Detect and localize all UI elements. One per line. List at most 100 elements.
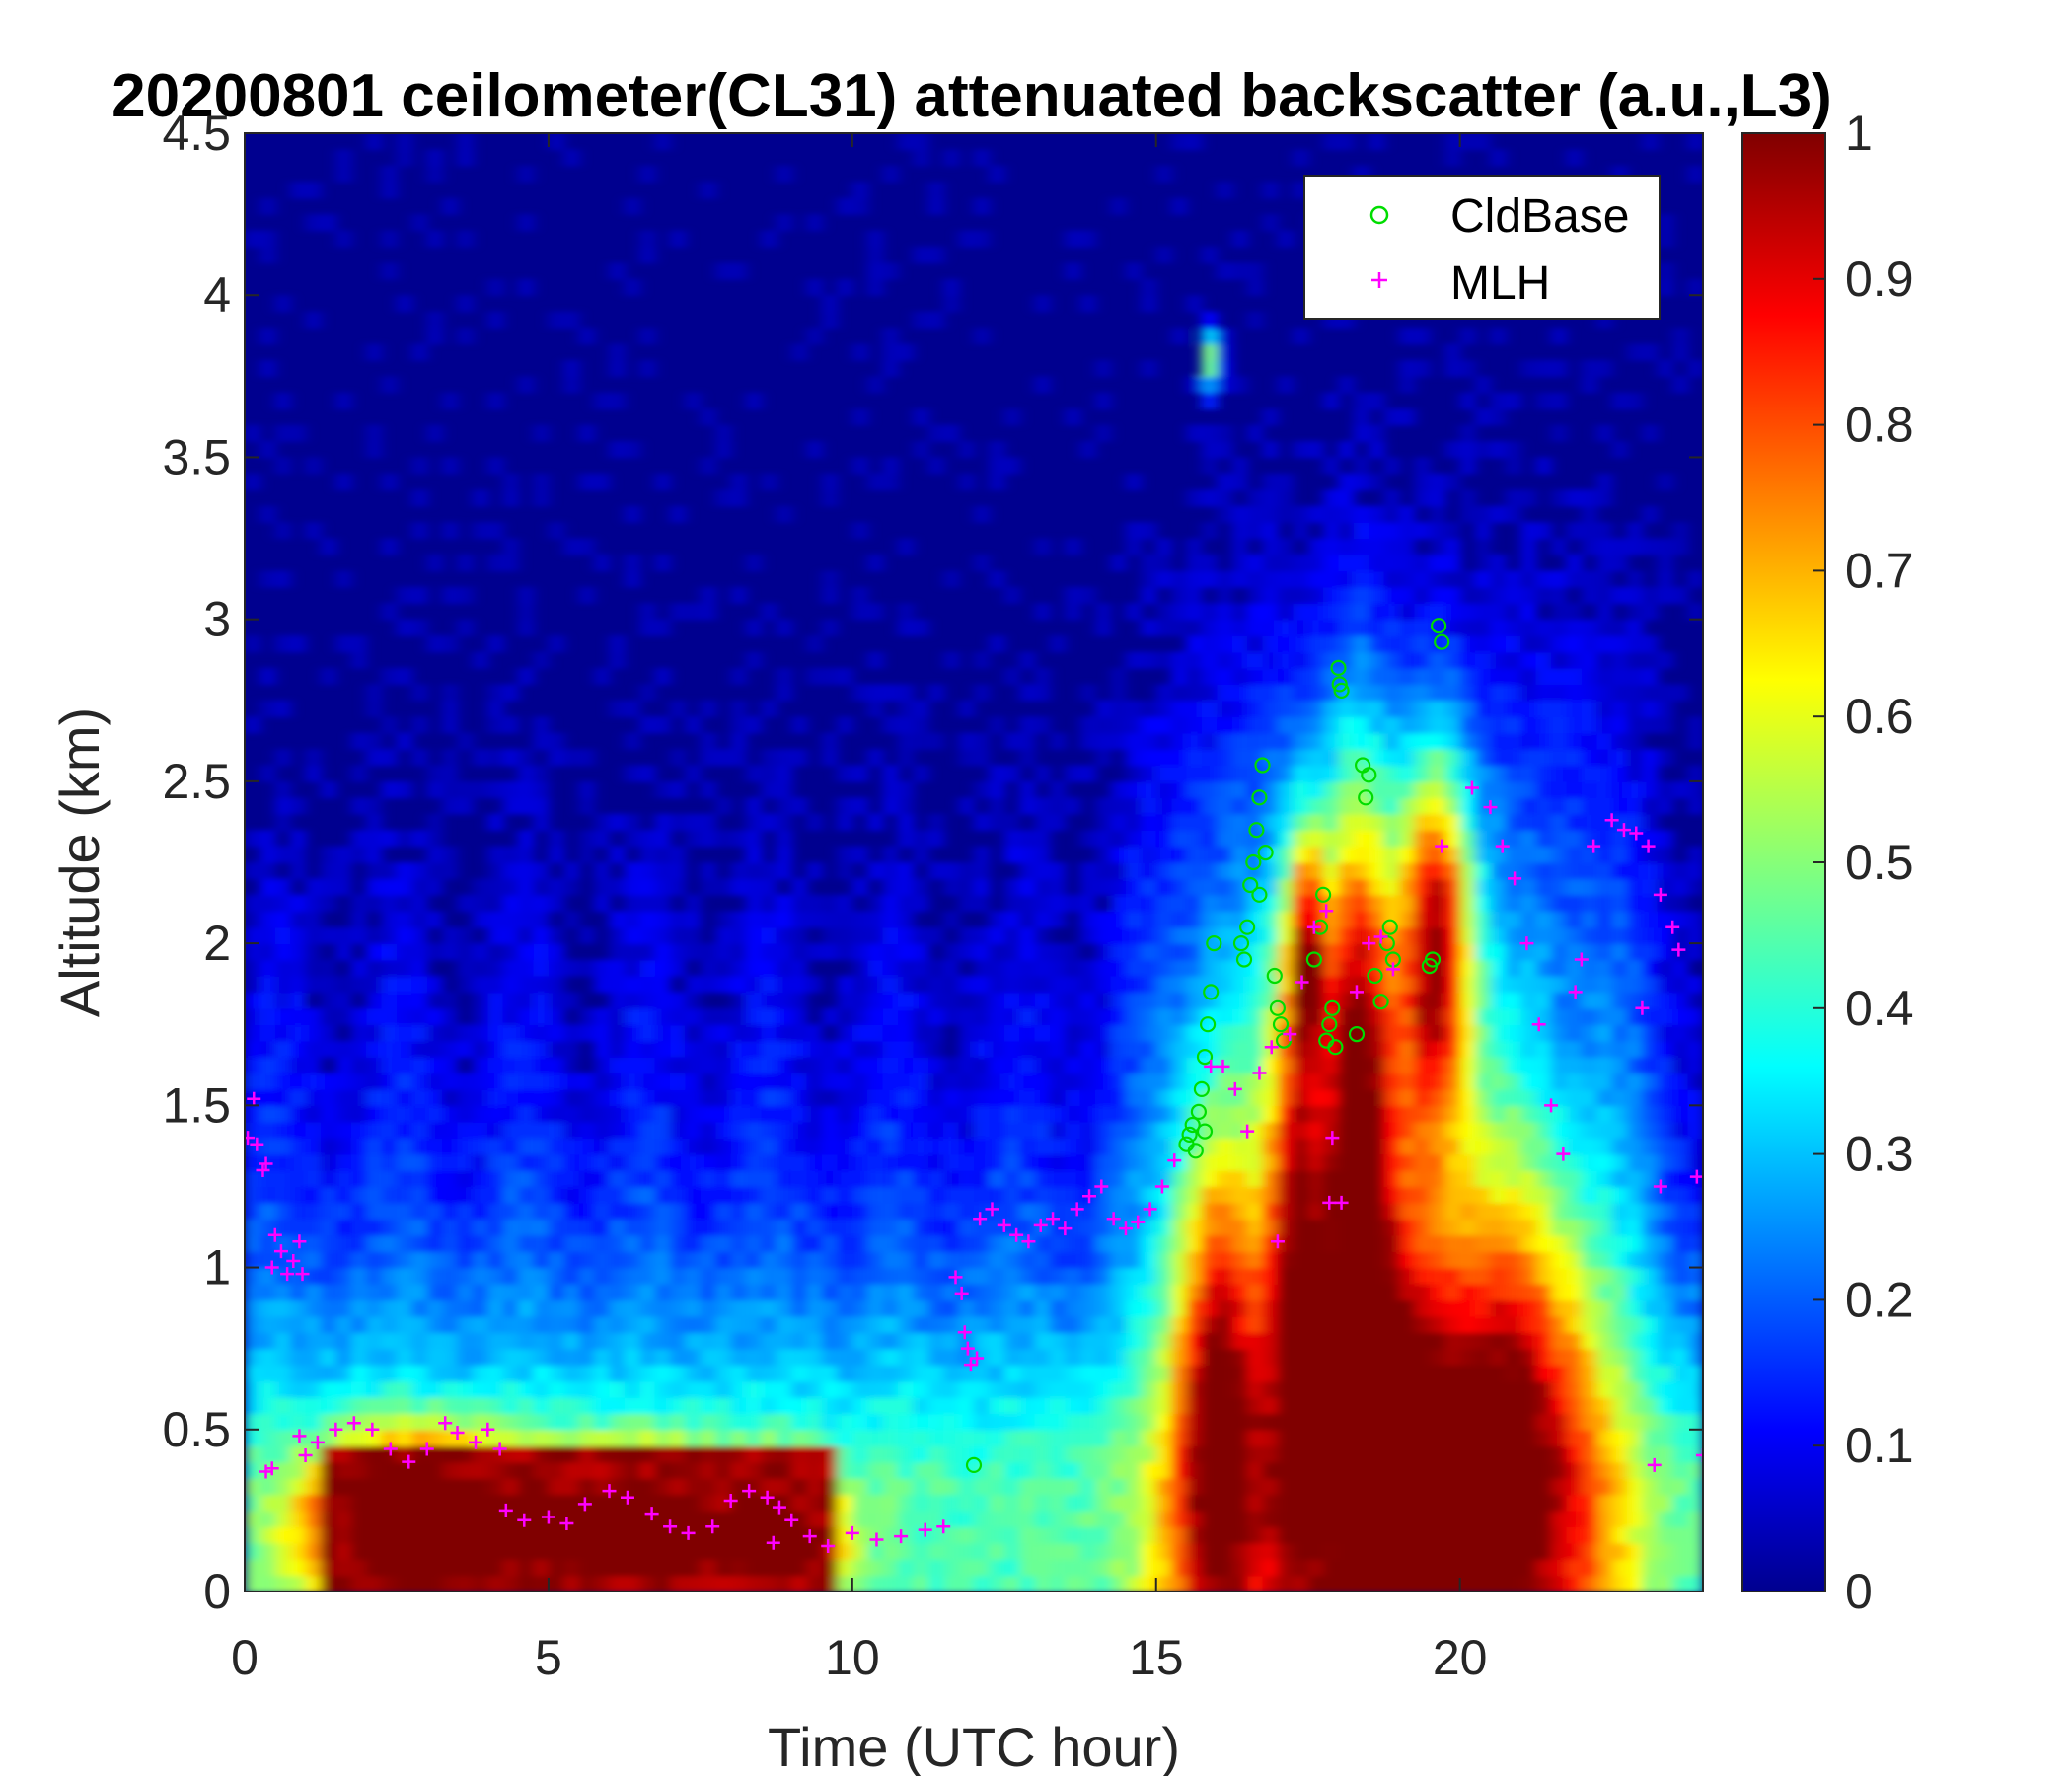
heatmap-cell: [1217, 1024, 1233, 1042]
heatmap-cell: [381, 603, 398, 621]
heatmap-cell: [943, 1396, 960, 1415]
heatmap-cell: [822, 667, 839, 686]
heatmap-cell: [776, 1542, 793, 1560]
heatmap-cell: [1535, 1365, 1552, 1382]
heatmap-cell: [1110, 667, 1127, 686]
heatmap-cell: [1201, 1478, 1219, 1496]
heatmap-cell: [1429, 1121, 1446, 1139]
heatmap-cell: [882, 1024, 899, 1042]
heatmap-cell: [1490, 1429, 1507, 1446]
heatmap-cell: [1141, 765, 1157, 782]
heatmap-cell: [1490, 328, 1507, 345]
heatmap-cell: [1231, 1138, 1248, 1155]
heatmap-cell: [685, 1267, 702, 1285]
heatmap-cell: [1277, 603, 1295, 621]
heatmap-cell: [1079, 732, 1096, 750]
heatmap-cell: [1065, 1283, 1081, 1301]
heatmap-cell: [1171, 992, 1188, 1009]
heatmap-cell: [1095, 943, 1112, 961]
heatmap-cell: [381, 1251, 398, 1269]
heatmap-cell: [639, 1559, 656, 1577]
heatmap-cell: [320, 1478, 337, 1496]
heatmap-cell: [1217, 684, 1233, 702]
heatmap-cell: [700, 1526, 717, 1544]
heatmap-cell: [746, 554, 763, 572]
heatmap-cell: [776, 1024, 793, 1042]
heatmap-cell: [1383, 1396, 1400, 1415]
heatmap-cell: [715, 1170, 732, 1188]
heatmap-cell: [274, 1121, 291, 1139]
heatmap-cell: [1125, 1542, 1143, 1560]
heatmap-cell: [1141, 959, 1157, 977]
heatmap-cell: [1323, 1478, 1340, 1496]
heatmap-cell: [1110, 894, 1127, 913]
heatmap-cell: [867, 473, 884, 491]
heatmap-cell: [1323, 1283, 1340, 1301]
heatmap-cell: [700, 1219, 717, 1236]
heatmap-cell: [670, 878, 687, 896]
heatmap-cell: [274, 1315, 291, 1334]
heatmap-cell: [305, 1413, 322, 1431]
heatmap-cell: [1490, 1542, 1507, 1560]
heatmap-cell: [974, 1073, 991, 1090]
heatmap-cell: [654, 133, 671, 151]
heatmap-cell: [1247, 603, 1264, 621]
heatmap-cell: [730, 830, 747, 848]
heatmap-cell: [396, 1315, 413, 1334]
heatmap-cell: [472, 489, 489, 507]
heatmap-cell: [685, 992, 702, 1009]
heatmap-cell: [487, 1413, 504, 1431]
heatmap-cell: [1338, 797, 1355, 815]
heatmap-cell: [1369, 1429, 1385, 1446]
heatmap-cell: [1079, 295, 1096, 313]
heatmap-cell: [1110, 797, 1127, 815]
heatmap-cell: [290, 1057, 307, 1074]
heatmap-cell: [350, 1186, 367, 1204]
heatmap-cell: [1520, 1251, 1537, 1269]
heatmap-cell: [822, 1202, 839, 1221]
heatmap-cell: [1262, 538, 1279, 555]
heatmap-cell: [1383, 1073, 1400, 1090]
heatmap-cell: [290, 1267, 307, 1285]
heatmap-cell: [1079, 1542, 1096, 1560]
heatmap-cell: [259, 862, 276, 880]
heatmap-cell: [350, 651, 367, 669]
heatmap-cell: [1141, 1575, 1157, 1591]
heatmap-cell: [1323, 1575, 1340, 1591]
heatmap-cell: [1535, 1219, 1552, 1236]
heatmap-cell: [1171, 1088, 1188, 1107]
heatmap-cell: [761, 700, 777, 717]
heatmap-cell: [1293, 878, 1309, 896]
heatmap-cell: [442, 1153, 459, 1171]
heatmap-cell: [1141, 797, 1157, 815]
heatmap-cell: [974, 1105, 991, 1123]
heatmap-cell: [1369, 878, 1385, 896]
heatmap-cell: [609, 1170, 626, 1188]
heatmap-cell: [685, 1251, 702, 1269]
heatmap-cell: [746, 1138, 763, 1155]
heatmap-cell: [1414, 1138, 1431, 1155]
heatmap-cell: [715, 1445, 732, 1463]
heatmap-cell: [791, 1202, 808, 1221]
heatmap-cell: [335, 1121, 352, 1139]
heatmap-cell: [746, 1396, 763, 1415]
heatmap-cell: [1019, 1315, 1036, 1334]
heatmap-cell: [1217, 1461, 1233, 1479]
heatmap-cell: [426, 1396, 443, 1415]
heatmap-cell: [1369, 1024, 1385, 1042]
heatmap-cell: [1019, 1040, 1036, 1058]
heatmap-cell: [1141, 586, 1157, 605]
heatmap-cell: [563, 1559, 580, 1577]
heatmap-cell: [1338, 376, 1355, 394]
heatmap-cell: [1262, 619, 1279, 636]
heatmap-cell: [609, 1088, 626, 1107]
heatmap-cell: [1095, 1542, 1112, 1560]
heatmap-cell: [1490, 716, 1507, 734]
heatmap-cell: [1505, 700, 1522, 717]
heatmap-cell: [654, 554, 671, 572]
heatmap-cell: [730, 1024, 747, 1042]
heatmap-cell: [1049, 1494, 1067, 1512]
heatmap-cell: [1247, 1510, 1264, 1528]
heatmap-cell: [1065, 1138, 1081, 1155]
heatmap-cell: [1019, 1510, 1036, 1528]
